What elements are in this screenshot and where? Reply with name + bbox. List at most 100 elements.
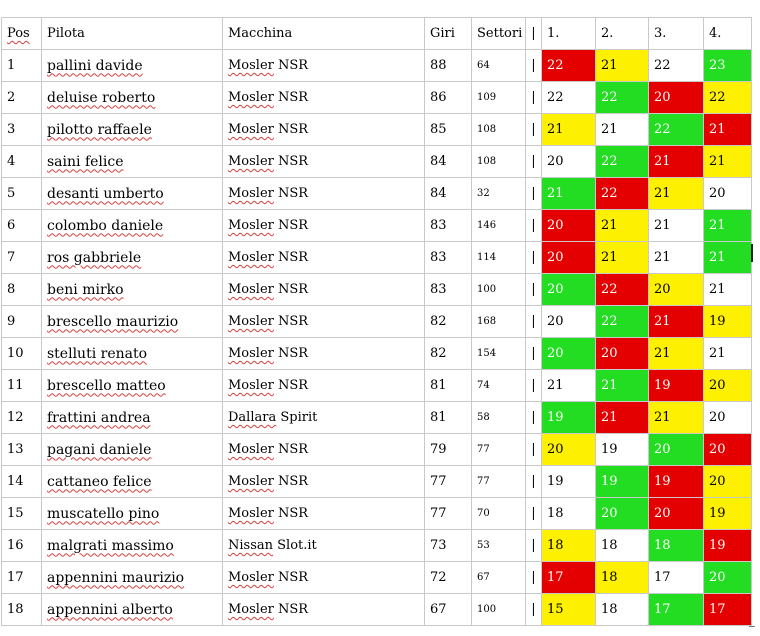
car-brand-text: Mosler — [228, 122, 274, 137]
lap-3-cell: 20 — [648, 497, 704, 530]
car-brand-text: Mosler — [228, 58, 274, 73]
lap-1-cell: 22 — [541, 49, 596, 82]
lap-3-cell: 22 — [648, 113, 704, 146]
driver-name-cell: saini felice — [41, 145, 223, 178]
lap-2-cell: 21 — [595, 369, 649, 402]
car-brand-text: Mosler — [228, 282, 274, 297]
separator-cell: | — [525, 177, 542, 210]
driver-name-cell-text: muscatello pino — [47, 505, 160, 522]
lap-1-cell: 18 — [541, 529, 596, 562]
lap-2-cell: 21 — [595, 241, 649, 274]
lap-2-cell: 19 — [595, 433, 649, 466]
driver-name-cell-text: saini felice — [47, 153, 124, 170]
car-model-text: NSR — [273, 474, 309, 489]
result-row: 5 desanti umberto Mosler NSR 84 32 | 21 22 21 20 — [1, 177, 752, 210]
driver-name-cell: muscatello pino — [41, 497, 223, 530]
lap-3-cell: 18 — [648, 529, 704, 562]
driver-name-cell-text: brescello matteo — [47, 377, 166, 394]
car-cell: Mosler NSR — [222, 305, 425, 338]
result-row: 15 muscatello pino Mosler NSR 77 70 | 18 20 20 19 — [1, 497, 752, 530]
car-brand-text: Mosler — [228, 154, 274, 169]
lap-1-cell: 20 — [541, 273, 596, 306]
position-cell: 12 — [1, 401, 42, 434]
laps-count-cell: 67 — [424, 593, 472, 626]
col-header-macchina: Macchina — [222, 17, 425, 50]
car-cell: Mosler NSR — [222, 49, 425, 82]
car-brand-text: Mosler — [228, 250, 274, 265]
sectors-cell: 74 — [471, 369, 526, 402]
sectors-cell: 32 — [471, 177, 526, 210]
lap-4-cell: 21 — [703, 145, 752, 178]
position-cell: 13 — [1, 433, 42, 466]
lap-2-cell: 21 — [595, 113, 649, 146]
separator-cell: | — [525, 465, 542, 498]
lap-3-cell: 21 — [648, 401, 704, 434]
separator-cell: | — [525, 337, 542, 370]
lap-3-cell: 21 — [648, 177, 704, 210]
laps-count-cell: 83 — [424, 241, 472, 274]
col-header-separator: | — [525, 17, 542, 50]
lap-1-cell: 21 — [541, 177, 596, 210]
driver-name-cell: pagani daniele — [41, 433, 223, 466]
car-cell: Nissan Slot.it — [222, 529, 425, 562]
col-header-settori: Settori — [471, 17, 526, 50]
lap-2-cell: 18 — [595, 529, 649, 562]
result-row: 3 pilotto raffaele Mosler NSR 85 108 | 21 21 22 2… — [1, 113, 752, 146]
car-cell: Mosler NSR — [222, 273, 425, 306]
position-cell: 3 — [1, 113, 42, 146]
lap-4-cell: 21 — [703, 241, 752, 274]
lap-3-cell: 21 — [648, 145, 704, 178]
car-model-text: NSR — [273, 122, 309, 137]
car-cell: Mosler NSR — [222, 561, 425, 594]
position-cell: 4 — [1, 145, 42, 178]
car-model-text: NSR — [273, 506, 309, 521]
lap-3-cell: 21 — [648, 209, 704, 242]
driver-name-cell-text: brescello maurizio — [47, 313, 179, 330]
col-header-lap2: 2. — [595, 17, 649, 50]
col-header-lap3: 3. — [648, 17, 704, 50]
lap-4-cell: 17 — [703, 593, 752, 626]
lap-2-cell: 18 — [595, 593, 649, 626]
lap-3-cell: 19 — [648, 369, 704, 402]
position-cell: 6 — [1, 209, 42, 242]
car-cell: Mosler NSR — [222, 337, 425, 370]
laps-count-cell: 88 — [424, 49, 472, 82]
lap-4-cell: 21 — [703, 209, 752, 242]
lap-2-cell: 18 — [595, 561, 649, 594]
driver-name-cell-text: colombo daniele — [47, 217, 164, 234]
lap-2-cell: 21 — [595, 49, 649, 82]
lap-1-cell: 18 — [541, 497, 596, 530]
position-cell: 16 — [1, 529, 42, 562]
lap-4-cell: 20 — [703, 433, 752, 466]
lap-3-cell: 21 — [648, 337, 704, 370]
sectors-cell: 100 — [471, 593, 526, 626]
lap-2-cell: 22 — [595, 145, 649, 178]
sectors-cell: 114 — [471, 241, 526, 274]
lap-3-cell: 20 — [648, 81, 704, 114]
driver-name-cell-text: pallini davide — [47, 57, 143, 74]
result-row: 14 cattaneo felice Mosler NSR 77 77 | 19 19 19 20 — [1, 465, 752, 498]
position-cell: 18 — [1, 593, 42, 626]
result-row: 16 malgrati massimo Nissan Slot.it 73 53 | 18 1… — [1, 529, 752, 562]
driver-name-cell: desanti umberto — [41, 177, 223, 210]
lap-1-cell: 20 — [541, 241, 596, 274]
lap-2-cell: 20 — [595, 497, 649, 530]
position-cell: 2 — [1, 81, 42, 114]
lap-2-cell: 21 — [595, 401, 649, 434]
sectors-cell: 108 — [471, 113, 526, 146]
result-row: 4 saini felice Mosler NSR 84 108 | 20 22 21 21 — [1, 145, 752, 178]
car-brand-text: Dallara — [228, 410, 277, 425]
car-model-text: NSR — [273, 218, 309, 233]
car-model-text: NSR — [273, 570, 309, 585]
result-row: 1 pallini davide Mosler NSR 88 64 | 22 21 22 23 — [1, 49, 752, 82]
sectors-cell: 70 — [471, 497, 526, 530]
car-model-text: NSR — [273, 602, 309, 617]
lap-4-cell: 20 — [703, 401, 752, 434]
car-model-text: NSR — [273, 346, 309, 361]
car-brand-text: Mosler — [228, 474, 274, 489]
car-model-text: Slot.it — [273, 538, 317, 553]
lap-3-cell: 21 — [648, 241, 704, 274]
lap-1-cell: 20 — [541, 337, 596, 370]
driver-name-cell-text: frattini andrea — [47, 409, 151, 426]
lap-2-cell: 21 — [595, 209, 649, 242]
